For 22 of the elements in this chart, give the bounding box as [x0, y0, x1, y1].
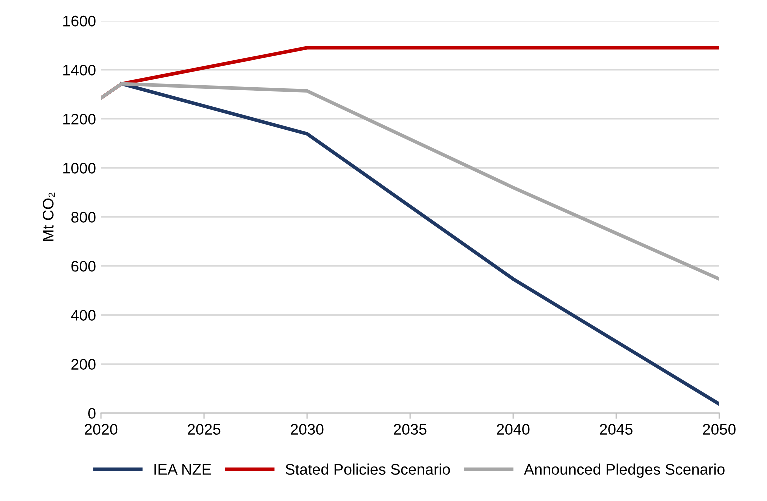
x-tick-label: 2035 [394, 424, 427, 435]
line-series [120, 82, 720, 406]
legend-label: Announced Pledges Scenario [524, 464, 725, 478]
x-tick-label: 2040 [497, 424, 530, 435]
y-tick-label: 1400 [64, 64, 96, 76]
y-tick-label: 600 [72, 261, 96, 272]
y-axis-title: Mt CO₂ [43, 192, 55, 241]
y-tick-label: 1000 [64, 163, 96, 174]
legend-label: Stated Policies Scenario [286, 464, 450, 476]
y-tick-label: 200 [72, 359, 96, 370]
x-tick-label: 2020 [85, 424, 118, 435]
x-tick-label: 2025 [188, 424, 221, 435]
y-tick-label: 1600 [64, 16, 96, 27]
y-tick-label: 400 [71, 310, 96, 321]
y-tick-label: 1200 [64, 114, 96, 125]
y-tick-label: 800 [72, 212, 96, 223]
legend-label: IEA NZE [154, 464, 212, 475]
line-series [101, 82, 720, 281]
y-tick-label: 0 [88, 408, 96, 420]
x-tick-label: 2045 [600, 424, 633, 435]
x-tick-label: 2050 [703, 424, 736, 435]
x-tick-label: 2030 [291, 424, 324, 435]
